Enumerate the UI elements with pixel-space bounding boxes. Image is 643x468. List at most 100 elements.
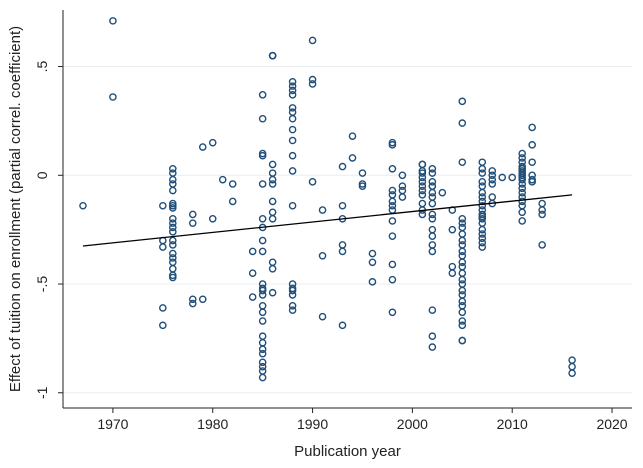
x-tick-label: 1980 [197, 416, 228, 432]
data-point [458, 336, 467, 345]
data-point [388, 275, 397, 284]
data-point [388, 186, 397, 195]
data-point [258, 308, 267, 317]
data-point [478, 219, 487, 227]
data-point [428, 232, 437, 240]
data-point [348, 154, 357, 162]
data-point [338, 321, 347, 330]
data-point [458, 214, 467, 223]
data-point [198, 143, 207, 151]
data-point [258, 91, 267, 99]
data-point [288, 86, 297, 95]
data-point [428, 169, 437, 177]
data-point [288, 167, 297, 175]
data-point [288, 201, 297, 210]
data-point [518, 188, 526, 197]
data-point [368, 258, 377, 267]
data-point [428, 332, 437, 341]
data-point [308, 75, 317, 84]
data-point [288, 286, 297, 295]
x-tick-label: 2020 [596, 416, 627, 432]
data-point [368, 278, 377, 286]
data-point [488, 167, 497, 175]
data-point [268, 288, 277, 297]
data-point [528, 123, 536, 132]
data-point [478, 234, 487, 243]
data-point [368, 249, 377, 258]
data-point [418, 173, 427, 182]
data-point [288, 151, 297, 160]
data-point [169, 201, 177, 210]
data-point [458, 291, 467, 299]
data-point [169, 228, 177, 236]
data-point [478, 193, 487, 201]
data-point [288, 291, 297, 299]
data-point [188, 219, 197, 227]
data-point [268, 180, 277, 188]
data-point [388, 308, 397, 317]
data-point [458, 269, 467, 277]
data-point [258, 236, 267, 245]
data-point [169, 175, 177, 184]
data-point [288, 114, 297, 123]
data-point [218, 175, 227, 184]
data-point [159, 304, 167, 312]
data-point [388, 164, 397, 173]
data-point [458, 119, 467, 127]
data-point [288, 136, 297, 145]
data-point [448, 225, 457, 234]
data-point [169, 164, 177, 173]
data-point [268, 258, 277, 267]
data-point [159, 201, 167, 210]
data-point [248, 293, 257, 301]
data-point [188, 295, 197, 304]
data-point [428, 306, 437, 314]
data-point [169, 186, 177, 195]
data-point [458, 230, 467, 238]
data-point [518, 184, 526, 193]
data-point [258, 338, 267, 347]
data-point [318, 206, 327, 214]
data-point [478, 201, 487, 210]
data-point [478, 243, 487, 251]
data-point [458, 275, 467, 284]
data-point [428, 178, 437, 186]
data-point [268, 51, 277, 60]
data-point [478, 182, 487, 190]
data-point [388, 191, 397, 199]
data-point [568, 356, 576, 364]
data-point [198, 295, 207, 304]
data-point [428, 210, 437, 219]
axes [62, 10, 632, 409]
data-point [288, 77, 297, 86]
data-point [268, 197, 277, 206]
data-point [478, 158, 487, 167]
data-point [228, 197, 237, 206]
data-point [308, 80, 317, 88]
data-point [518, 208, 526, 217]
data-point [248, 269, 257, 277]
data-point [518, 201, 526, 210]
data-point [169, 180, 177, 188]
data-point [428, 199, 437, 208]
data-point [428, 343, 437, 351]
data-point [109, 93, 117, 101]
data-point [458, 317, 467, 325]
data-point [418, 210, 427, 219]
data-point [458, 158, 467, 167]
x-tick-label: 1970 [97, 416, 128, 432]
y-tick-label: 0 [34, 171, 50, 179]
data-point [288, 301, 297, 310]
data-point [478, 225, 487, 234]
data-point [268, 160, 277, 169]
data-point [488, 193, 497, 201]
data-point [488, 171, 497, 180]
data-point [258, 332, 267, 341]
data-point [498, 173, 507, 182]
data-point [458, 297, 467, 306]
data-point [458, 321, 467, 330]
data-point [418, 191, 427, 199]
data-point [288, 125, 297, 134]
data-point [448, 262, 457, 271]
data-point [388, 141, 397, 149]
